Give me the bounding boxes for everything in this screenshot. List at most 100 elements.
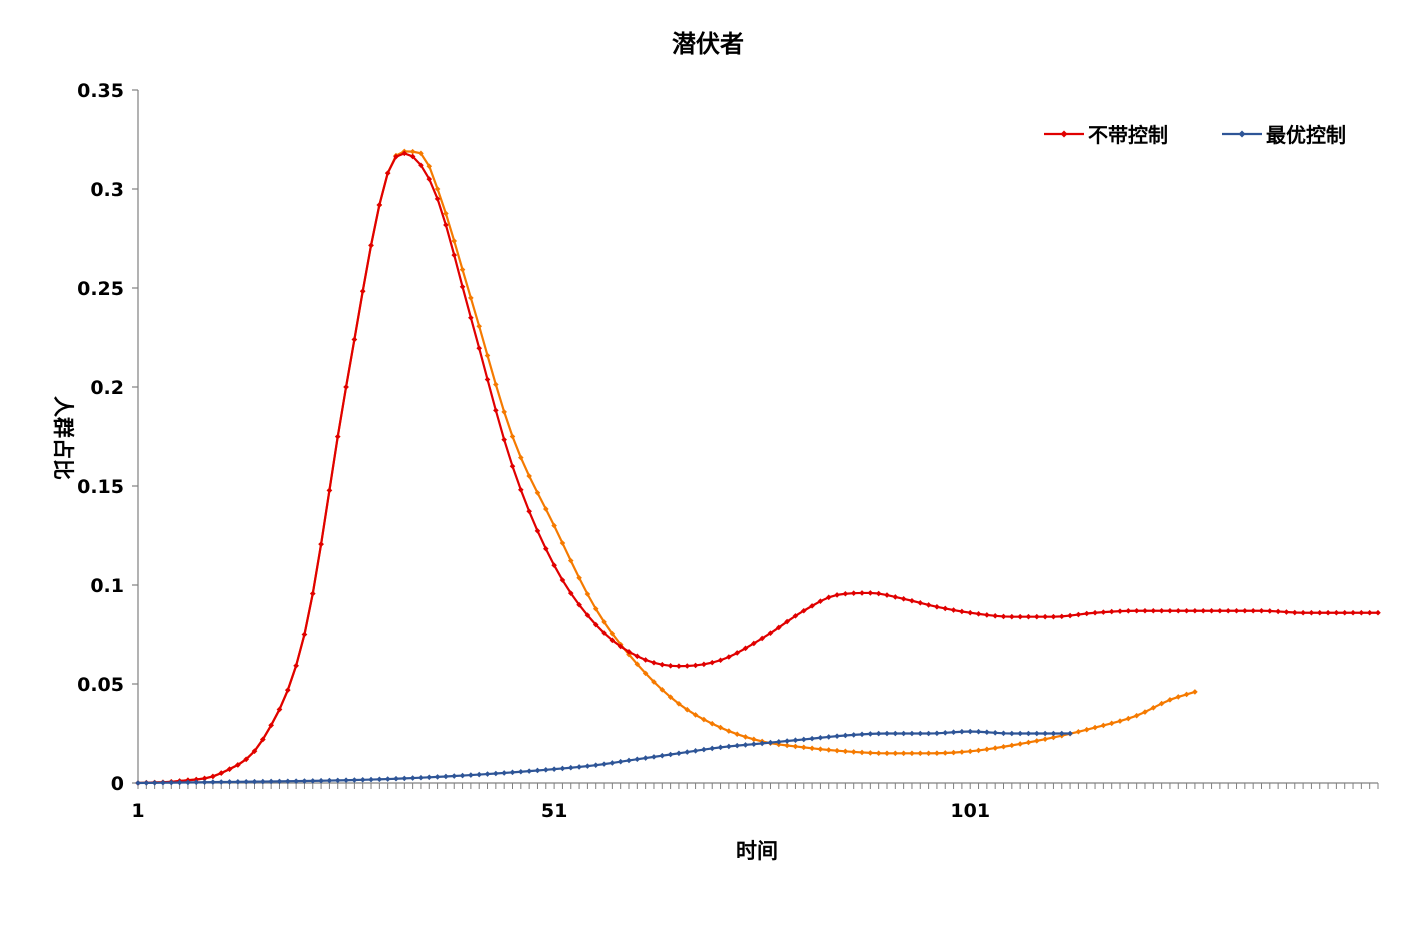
data-point <box>534 528 541 534</box>
data-point <box>709 745 716 752</box>
data-point <box>1017 613 1023 620</box>
data-point <box>518 487 524 493</box>
data-point <box>409 153 416 160</box>
data-point <box>684 749 691 755</box>
y-tick-label: 0.2 <box>90 377 124 399</box>
data-point <box>268 778 274 785</box>
data-point <box>742 742 749 748</box>
data-point <box>867 750 874 756</box>
series-2 <box>135 148 1198 786</box>
data-point <box>518 454 524 461</box>
data-point <box>709 659 716 666</box>
data-point <box>867 731 874 737</box>
data-point <box>825 734 832 740</box>
y-tick-label: 0.05 <box>77 674 124 696</box>
data-point <box>1158 700 1165 707</box>
data-point <box>1017 741 1023 747</box>
data-point <box>1050 734 1057 741</box>
data-point <box>859 590 865 596</box>
data-point <box>975 728 982 735</box>
data-point <box>792 743 799 750</box>
data-point <box>859 749 865 756</box>
data-point <box>875 730 882 737</box>
data-point <box>1200 607 1207 614</box>
data-point <box>484 352 491 359</box>
data-point <box>684 706 691 713</box>
data-point <box>1075 611 1082 618</box>
data-point <box>1291 609 1298 616</box>
data-point <box>509 769 516 776</box>
data-point <box>984 729 990 736</box>
data-point <box>451 773 458 779</box>
data-point <box>900 730 907 737</box>
data-point <box>609 760 616 766</box>
data-point <box>825 747 832 753</box>
data-point <box>501 436 507 443</box>
data-point <box>1009 613 1015 620</box>
data-point <box>759 635 765 642</box>
data-point <box>226 766 233 772</box>
data-point <box>892 750 899 757</box>
data-point <box>384 776 391 782</box>
data-point <box>501 409 507 415</box>
data-point <box>767 739 774 746</box>
data-point <box>218 779 225 785</box>
legend-marker <box>1238 130 1246 138</box>
data-point <box>925 602 932 608</box>
data-point <box>809 603 815 609</box>
data-point <box>609 637 616 644</box>
data-point <box>1092 724 1098 731</box>
data-point <box>1009 730 1015 737</box>
data-point <box>210 779 216 785</box>
data-point <box>1117 608 1123 614</box>
data-point <box>368 776 374 783</box>
data-point <box>825 594 832 601</box>
data-point <box>751 640 757 647</box>
legend: 不带控制 最优控制 <box>1044 123 1346 147</box>
legend-label: 不带控制 <box>1088 123 1168 147</box>
data-point <box>834 747 840 754</box>
legend-label: 最优控制 <box>1266 123 1346 147</box>
data-point <box>1050 613 1057 620</box>
data-point <box>1217 607 1223 614</box>
data-point <box>784 618 790 625</box>
data-point <box>942 730 949 736</box>
data-point <box>1142 709 1148 715</box>
data-point <box>850 749 857 755</box>
data-point <box>1000 613 1007 620</box>
data-point <box>509 463 516 469</box>
data-point <box>1341 609 1348 616</box>
data-point <box>800 736 807 743</box>
data-point <box>617 758 624 765</box>
data-point <box>1192 607 1198 614</box>
data-point <box>1125 715 1132 722</box>
data-point <box>309 778 316 784</box>
y-tick-label: 0.15 <box>77 476 124 498</box>
data-point <box>701 661 707 668</box>
data-point <box>659 661 666 668</box>
data-point <box>992 745 998 751</box>
data-point <box>1100 722 1107 729</box>
data-point <box>667 663 674 669</box>
data-point <box>934 750 940 757</box>
data-point <box>809 745 815 752</box>
data-point <box>959 608 965 615</box>
data-point <box>617 643 624 650</box>
data-point <box>1316 609 1323 616</box>
data-point <box>1250 607 1256 614</box>
data-point <box>1067 612 1073 619</box>
data-point <box>235 779 241 785</box>
data-point <box>243 778 249 785</box>
data-point <box>293 662 299 669</box>
data-point <box>201 775 208 782</box>
series-line <box>137 730 1071 785</box>
data-point <box>692 662 699 669</box>
data-point <box>817 734 824 741</box>
data-point <box>984 612 990 618</box>
data-point <box>384 170 391 176</box>
data-point <box>143 780 150 786</box>
data-point <box>917 600 924 606</box>
data-point <box>318 777 324 784</box>
data-point <box>542 545 549 552</box>
data-point <box>576 601 582 608</box>
